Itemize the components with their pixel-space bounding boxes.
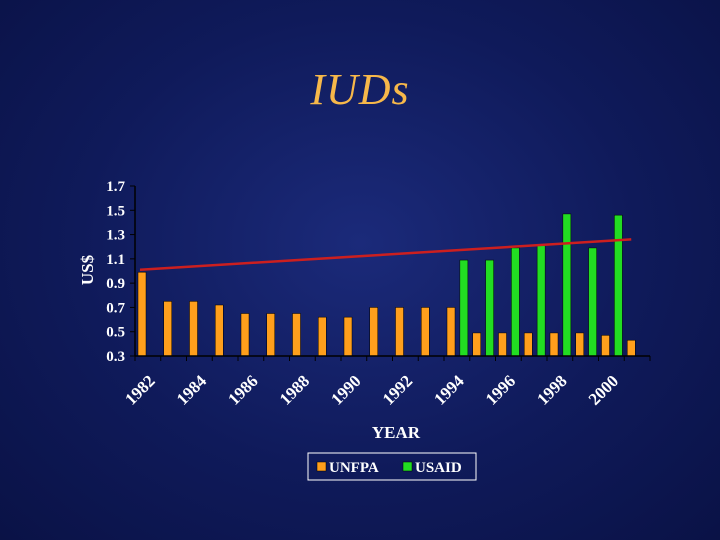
x-tick-label: 1996 — [482, 371, 519, 408]
x-tick-label: 1982 — [121, 371, 158, 408]
y-tick-label: 1.7 — [106, 179, 125, 195]
bar-series — [137, 213, 636, 357]
y-axis-title: US$ — [78, 254, 97, 285]
usaid-bar — [614, 214, 623, 357]
legend-box — [307, 452, 477, 481]
y-axis: 1.7 1.5 1.3 1.1 0.9 0.7 0.5 0.3 — [106, 179, 136, 365]
unfpa-legend-label: UNFPA — [329, 460, 379, 476]
unfpa-bar — [421, 307, 430, 357]
slide-title: IUDs — [310, 65, 410, 114]
unfpa-bar — [472, 332, 481, 357]
usaid-legend-label: USAID — [415, 460, 462, 476]
unfpa-bar — [343, 316, 353, 357]
unfpa-bar — [369, 307, 378, 357]
x-tick-label: 1998 — [533, 371, 570, 408]
usaid-bar — [562, 213, 572, 357]
unfpa-bar — [318, 316, 327, 357]
trendline — [139, 238, 632, 272]
unfpa-bar — [446, 307, 456, 357]
unfpa-bar — [163, 301, 172, 357]
unfpa-bar — [549, 332, 559, 357]
unfpa-bar — [189, 301, 198, 357]
unfpa-bar — [215, 304, 224, 357]
x-tick-label: 1994 — [430, 371, 468, 409]
usaid-bar — [485, 259, 494, 357]
x-tick-label: 1992 — [379, 371, 416, 408]
unfpa-bar — [627, 339, 636, 357]
unfpa-legend-swatch — [316, 461, 327, 472]
unfpa-bar — [137, 271, 147, 357]
usaid-bar — [536, 245, 546, 357]
x-axis: 1982 1984 1986 1988 1990 1992 1994 1996 1998 2000 — [121, 355, 651, 409]
x-tick-label: 1988 — [276, 371, 313, 408]
y-tick-label: 0.3 — [106, 349, 125, 365]
unfpa-bar — [292, 313, 301, 357]
x-tick-label: 2000 — [585, 371, 622, 408]
y-tick-label: 1.5 — [106, 203, 125, 219]
usaid-bar — [459, 259, 469, 357]
x-tick-label: 1986 — [224, 371, 261, 408]
x-tick-label: 1990 — [327, 371, 364, 408]
unfpa-bar — [266, 313, 275, 357]
unfpa-bar — [498, 332, 507, 357]
trendline-path — [139, 238, 632, 272]
y-tick-label: 1.1 — [106, 252, 125, 268]
y-tick-label: 0.5 — [106, 325, 125, 341]
y-tick-label: 0.9 — [106, 276, 125, 292]
x-tick-label: 1984 — [173, 371, 211, 409]
usaid-bar — [511, 247, 520, 357]
unfpa-bar — [601, 335, 610, 357]
unfpa-bar — [240, 313, 250, 357]
y-tick-label: 0.7 — [106, 300, 125, 316]
usaid-legend-swatch — [402, 461, 413, 472]
x-axis-title: YEAR — [372, 423, 421, 442]
unfpa-bar — [395, 307, 404, 357]
unfpa-bar — [575, 332, 584, 357]
usaid-bar — [588, 247, 597, 357]
y-tick-label: 1.3 — [106, 228, 125, 244]
unfpa-bar — [524, 332, 533, 357]
chart-legend: UNFPA USAID — [307, 452, 477, 481]
